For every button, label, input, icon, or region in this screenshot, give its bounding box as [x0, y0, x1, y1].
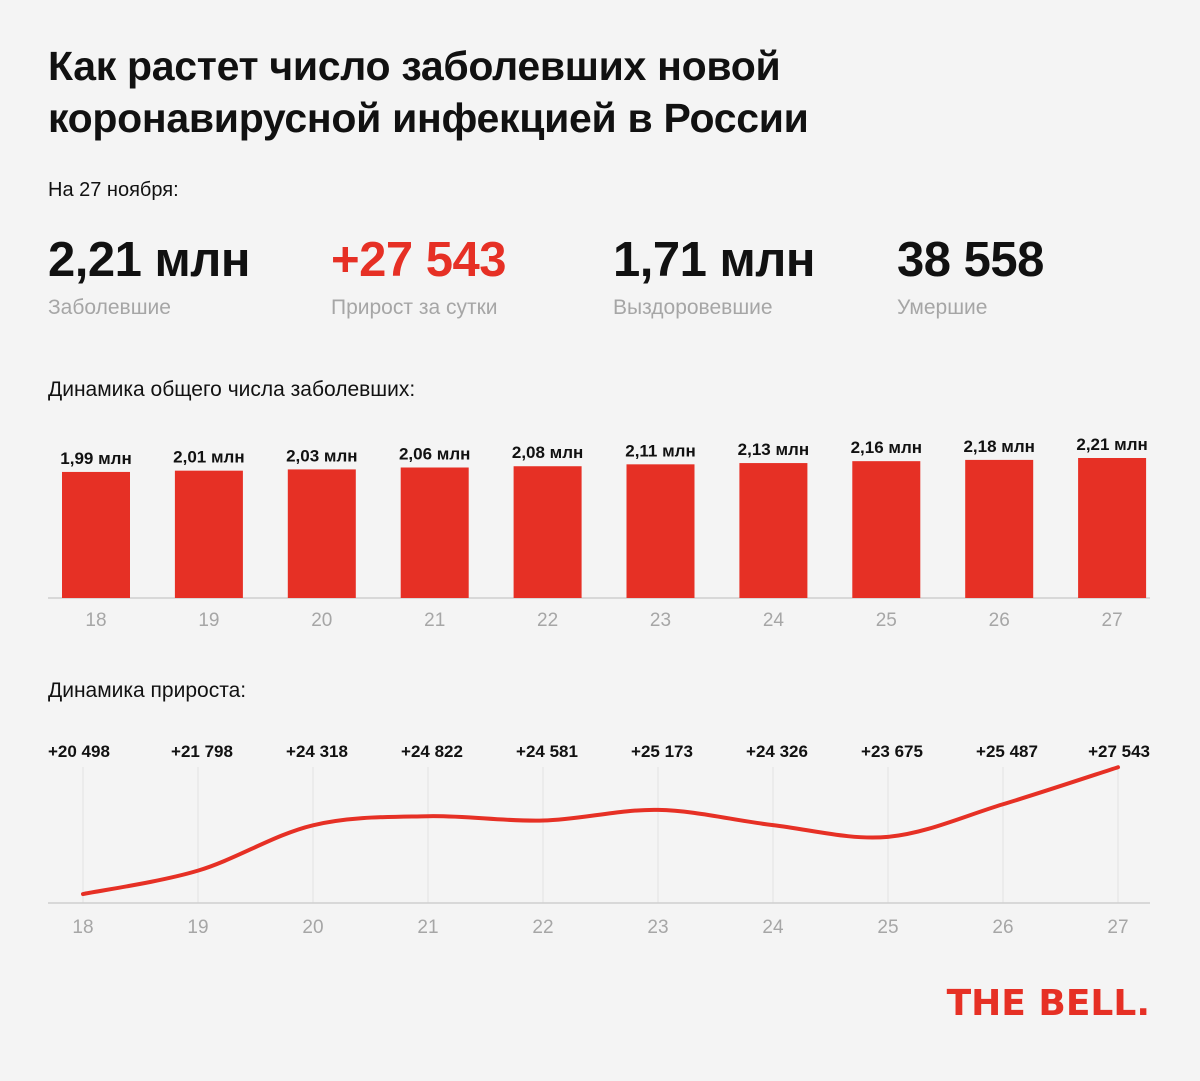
the-bell-logo: THE BELL.	[946, 983, 1150, 1024]
bar-x-tick: 23	[650, 610, 671, 631]
bar-value-label: 2,03 млн	[286, 446, 357, 465]
bar-18	[62, 471, 130, 598]
bar-x-tick: 24	[763, 610, 785, 631]
bar-25	[852, 461, 921, 598]
growth-series-line	[81, 765, 1120, 897]
stat-deaths-value: 38 558	[897, 233, 1044, 287]
date-label: На 27 ноября:	[48, 179, 179, 201]
page-title: Как растет число заболевших новой корона…	[48, 43, 809, 141]
bar-value-label: 2,21 млн	[1076, 435, 1147, 454]
bar-x-tick: 26	[989, 610, 1010, 631]
growth-value-label: +24 581	[516, 742, 578, 761]
growth-value-label: +24 326	[746, 742, 808, 761]
bar-x-tick: 21	[424, 610, 445, 631]
stat-deaths: 38 558 Умершие	[897, 230, 1044, 320]
stat-cases: 2,21 млн Заболевшие	[48, 230, 250, 320]
stat-deaths-label: Умершие	[897, 296, 988, 319]
line-x-tick: 25	[877, 917, 898, 938]
line-x-tick: 21	[417, 917, 438, 938]
stat-cases-label: Заболевшие	[48, 296, 171, 319]
bar-27	[1078, 458, 1147, 598]
bar-20	[287, 469, 356, 598]
stat-daily-growth: +27 543 Прирост за сутки	[331, 230, 507, 320]
stat-recovered: 1,71 млн Выздоровевшие	[613, 230, 815, 320]
stat-cases-value: 2,21 млн	[48, 233, 250, 287]
bar-value-label: 2,06 млн	[399, 445, 470, 464]
bar-24	[739, 463, 808, 598]
stat-recovered-value: 1,71 млн	[613, 233, 815, 287]
bar-x-tick: 19	[198, 610, 219, 631]
line-x-tick: 22	[532, 917, 553, 938]
line-x-tick: 26	[992, 917, 1013, 938]
line-x-tick: 27	[1107, 917, 1128, 938]
stat-daily-growth-label: Прирост за сутки	[331, 296, 498, 319]
growth-value-label: +20 498	[48, 742, 110, 761]
line-x-tick: 23	[647, 917, 668, 938]
bar-19	[174, 470, 243, 598]
bar-23	[626, 464, 695, 598]
bar-value-label: 2,01 млн	[173, 448, 244, 467]
line-x-tick: 19	[187, 917, 208, 938]
growth-value-label: +23 675	[861, 742, 923, 761]
bar-value-label: 1,99 млн	[60, 449, 131, 468]
bar-x-tick: 18	[85, 610, 106, 631]
bar-x-tick: 27	[1102, 610, 1123, 631]
growth-value-label: +24 318	[286, 742, 348, 761]
line-chart-title: Динамика прироста:	[48, 679, 247, 702]
growth-value-label: +25 487	[976, 742, 1038, 761]
bar-22	[513, 466, 582, 598]
bar-x-tick: 22	[537, 610, 558, 631]
growth-value-label: +24 822	[401, 742, 463, 761]
bar-value-label: 2,16 млн	[851, 438, 922, 457]
growth-value-label: +27 543	[1088, 742, 1150, 761]
stat-daily-growth-value: +27 543	[331, 233, 507, 287]
bar-value-label: 2,18 млн	[963, 437, 1034, 456]
growth-value-label: +25 173	[631, 742, 693, 761]
bar-value-label: 2,08 млн	[512, 443, 583, 462]
stat-recovered-label: Выздоровевшие	[613, 296, 773, 319]
bar-x-tick: 25	[876, 610, 897, 631]
bar-x-tick: 20	[311, 610, 332, 631]
growth-value-label: +21 798	[171, 742, 233, 761]
line-x-tick: 20	[302, 917, 323, 938]
bar-26	[965, 459, 1034, 598]
line-x-tick: 24	[762, 917, 784, 938]
bar-chart-title: Динамика общего числа заболевших:	[48, 378, 416, 401]
daily-growth-line-chart: +20 498 18 +21 798 19 +24 318 20 +24 822 21 +24 …	[48, 742, 1150, 938]
bar-value-label: 2,13 млн	[738, 440, 809, 459]
bar-21	[400, 467, 469, 598]
bar-value-label: 2,11 млн	[625, 441, 696, 460]
line-x-tick: 18	[72, 917, 93, 938]
total-cases-bar-chart: 1,99 млн 18 2,01 млн 19 2,03 млн 20 2,06 млн 21…	[48, 435, 1150, 631]
